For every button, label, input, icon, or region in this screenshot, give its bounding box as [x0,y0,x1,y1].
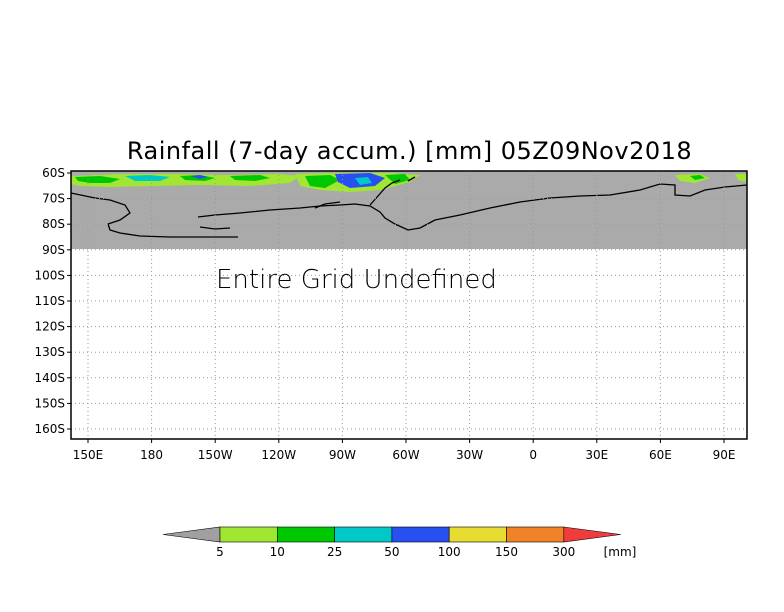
colorbar-swatch [391,526,450,543]
colorbar-label: 150 [495,545,518,559]
colorbar: 5 10 25 50 100 150 300 [mm] [162,526,637,559]
colorbar-over-triangle [563,526,621,543]
lat-tick-label: 90S [42,243,65,257]
colorbar-label: 100 [438,545,461,559]
lon-tick-label: 150W [198,448,233,462]
plot-frame [70,170,748,440]
lon-tick-label: 90W [329,448,356,462]
rainfall-patches [71,173,747,192]
latitude-axis: 60S 70S 80S 90S 100S 110S 120S 130S 140S 150S 160S [34,166,71,436]
lat-tick-label: 150S [34,396,65,410]
lat-tick-label: 160S [34,422,65,436]
lat-tick-label: 140S [34,371,65,385]
lon-tick-label: 0 [529,448,537,462]
colorbar-label: 5 [216,545,224,559]
colorbar-unit: [mm] [604,545,637,559]
lon-tick-label: 180 [140,448,163,462]
lat-tick-label: 110S [34,294,65,308]
lat-tick-label: 120S [34,320,65,334]
lat-tick-label: 70S [42,192,65,206]
colorbar-label: 50 [384,545,399,559]
lon-tick-label: 60W [392,448,419,462]
lat-tick-label: 60S [42,166,65,180]
colorbar-label: 10 [270,545,285,559]
lon-tick-label: 90E [713,448,736,462]
lon-tick-label: 150E [73,448,104,462]
lat-tick-label: 80S [42,217,65,231]
lat-tick-label: 100S [34,268,65,282]
colorbar-label: 300 [552,545,575,559]
colorbar-swatch [448,526,507,543]
colorbar-swatch [276,526,335,543]
lon-tick-label: 60E [649,448,672,462]
longitude-axis: 150E 180 150W 120W 90W 60W 30W 0 30E 60E 90E [73,439,736,462]
grid-lines [71,171,747,439]
undefined-message: Entire Grid Undefined [216,265,497,295]
lon-tick-label: 120W [261,448,296,462]
lon-tick-label: 30E [585,448,608,462]
lat-tick-label: 130S [34,345,65,359]
colorbar-label: 25 [327,545,342,559]
lon-tick-label: 30W [456,448,483,462]
colorbar-swatch [219,526,278,543]
colorbar-swatch [506,526,565,543]
colorbar-swatch [334,526,393,543]
map-title: Rainfall (7-day accum.) [mm] 05Z09Nov201… [126,137,693,165]
colorbar-under-triangle [162,526,221,543]
